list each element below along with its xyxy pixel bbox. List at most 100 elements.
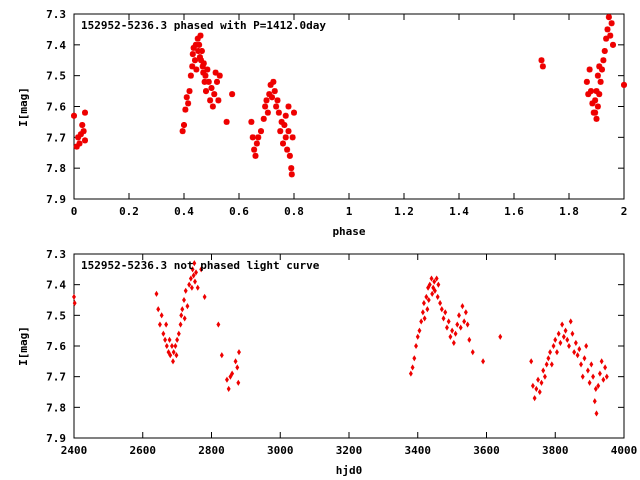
unphased-data-point [537,388,542,396]
unphased-data-point [467,336,472,343]
unphased-data-point [580,373,585,380]
phased-data-point [197,32,204,39]
unphased-data-point [458,324,463,331]
unphased-data-point [419,318,424,325]
phased-x-tick-label: 0.4 [174,205,194,218]
phased-data-point [251,146,258,153]
unphased-data-point [230,370,235,377]
unphased-data-point [408,370,413,377]
unphased-data-point [179,312,184,319]
phased-data-point [592,97,599,104]
unphased-data-point [154,290,159,297]
phased-x-tick-label: 1.8 [559,205,579,218]
phased-data-point [596,91,603,98]
unphased-data-point [575,352,580,359]
phased-data-point [605,14,612,21]
unphased-data-point [164,342,169,350]
unphased-data-point [432,278,437,285]
phased-data-point [621,81,627,88]
unphased-data-point [451,339,456,346]
unphased-panel: 2400 2600 2800 3000 3200 3400 3600 3800 4000 7.3 7… [17,248,637,477]
unphased-data-point [560,321,565,328]
phased-data-point [286,152,293,159]
phased-data-point [214,78,220,85]
unphased-y-tick-label: 7.7 [46,371,66,384]
phased-data-point [181,122,187,128]
unphased-data-point [601,376,606,383]
unphased-data-point [443,309,448,316]
unphased-data-point [432,287,437,294]
unphased-data-point [549,361,554,368]
unphased-x-axis-label: hjd0 [336,464,363,477]
unphased-data-point [194,269,198,276]
unphased-data-point [439,306,444,313]
unphased-data-point [498,333,503,340]
phased-data-point [229,91,236,98]
unphased-x-tick-label: 3600 [473,444,500,457]
phased-data-point [266,91,273,98]
unphased-data-point [159,312,164,319]
unphased-data-point [568,318,573,325]
phased-data-point [189,63,196,70]
unphased-data-point [448,333,453,340]
phased-data-point [190,44,197,51]
unphased-data-point [556,330,561,337]
unphased-data-point [450,327,455,334]
phased-data-point [82,109,88,116]
phased-data-point [186,88,193,95]
phased-data-point [73,143,80,150]
unphased-data-point [163,336,168,343]
phased-y-tick-label: 7.3 [46,8,66,21]
phased-points [71,14,627,178]
unphased-data-point [237,349,241,356]
phased-y-tick-label: 7.6 [46,101,66,114]
phased-data-point [192,57,198,64]
unphased-data-point [579,361,583,368]
unphased-data-point [582,355,587,362]
phased-x-tick-label: 0.6 [229,205,249,218]
unphased-data-point [185,303,190,310]
phased-data-point [603,35,610,42]
unphased-data-point [585,367,590,374]
unphased-x-tick-label: 3800 [542,444,569,457]
phased-y-tick-label: 7.4 [46,39,66,52]
phased-data-point [271,88,278,95]
phased-x-tick-label: 2 [621,205,628,218]
phased-data-point [252,152,259,159]
unphased-x-tick-label: 2600 [130,444,157,457]
unphased-data-point [226,385,231,392]
unphased-data-point [555,349,559,356]
unphased-data-point [225,376,229,383]
unphased-data-point [175,336,180,343]
phased-data-point [194,35,201,42]
unphased-data-point [573,339,578,346]
unphased-data-point [563,327,568,334]
unphased-data-point [460,303,465,310]
unphased-data-point [176,330,181,337]
phased-data-point [589,100,596,107]
unphased-data-point [191,272,196,279]
unphased-data-point [195,284,200,291]
unphased-data-point [190,266,195,273]
unphased-data-point [410,364,415,371]
unphased-data-point [534,385,539,392]
unphased-y-tick-label: 7.8 [46,401,66,414]
unphased-x-tick-label: 3000 [267,444,294,457]
phased-data-point [183,94,190,101]
unphased-data-point [544,361,549,368]
unphased-data-point [465,321,470,328]
unphased-data-point [72,293,76,300]
phased-data-point [199,63,206,70]
unphased-data-point [182,315,187,322]
unphased-data-point [565,336,570,343]
phased-data-point [601,48,608,54]
phased-data-point [539,63,546,70]
unphased-points [72,260,609,417]
unphased-data-point [72,300,77,307]
phased-data-point [80,128,87,135]
unphased-data-point [592,398,597,405]
phased-data-point [282,134,289,141]
unphased-data-point [189,284,194,291]
